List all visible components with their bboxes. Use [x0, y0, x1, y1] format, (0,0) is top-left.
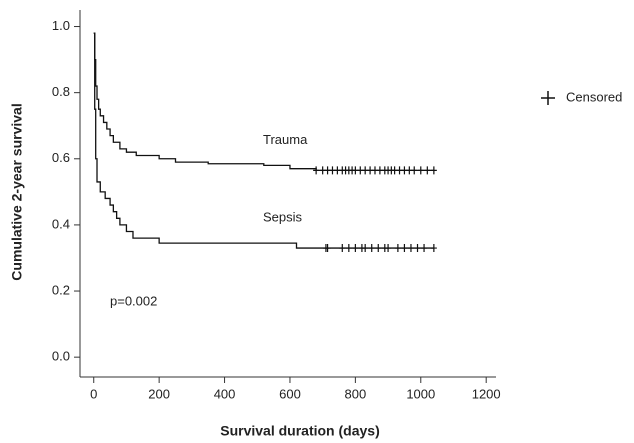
censor-mark: [313, 166, 320, 175]
y-tick-label: 0.8: [52, 84, 70, 99]
x-tick-label: 1000: [406, 386, 435, 401]
legend-label: Censored: [566, 89, 622, 104]
censor-mark: [417, 166, 424, 175]
censor-mark: [407, 244, 414, 253]
censor-mark: [362, 244, 369, 253]
x-tick-label: 600: [279, 386, 301, 401]
survival-curve: [93, 32, 434, 172]
censor-mark: [385, 244, 392, 253]
y-axis-title: Cumulative 2-year survival: [9, 103, 25, 280]
x-tick-label: 1200: [472, 386, 501, 401]
censor-mark: [421, 244, 428, 253]
censor-mark: [368, 244, 375, 253]
censor-mark: [430, 166, 437, 175]
censor-mark: [430, 244, 437, 253]
legend-marker: [541, 91, 555, 105]
censor-mark: [324, 244, 331, 253]
x-axis-title: Survival duration (days): [220, 423, 379, 439]
censor-mark: [375, 244, 382, 253]
y-tick-label: 0.2: [52, 282, 70, 297]
censor-mark: [424, 166, 431, 175]
y-tick-label: 0.4: [52, 216, 70, 231]
censor-mark: [345, 244, 352, 253]
y-tick-label: 1.0: [52, 18, 70, 33]
y-tick-label: 0.0: [52, 349, 70, 364]
x-tick-label: 200: [148, 386, 170, 401]
censor-mark: [401, 244, 408, 253]
series-label: Sepsis: [263, 209, 303, 224]
censor-mark: [352, 244, 359, 253]
censor-mark: [414, 244, 421, 253]
y-tick-label: 0.6: [52, 150, 70, 165]
x-tick-label: 0: [90, 386, 97, 401]
annotation: p=0.002: [110, 293, 157, 308]
censor-mark: [411, 166, 418, 175]
censor-mark: [339, 244, 346, 253]
survival-curve: [93, 32, 434, 249]
series-label: Trauma: [263, 132, 308, 147]
x-tick-label: 800: [345, 386, 367, 401]
x-tick-label: 400: [214, 386, 236, 401]
censor-mark: [394, 244, 401, 253]
